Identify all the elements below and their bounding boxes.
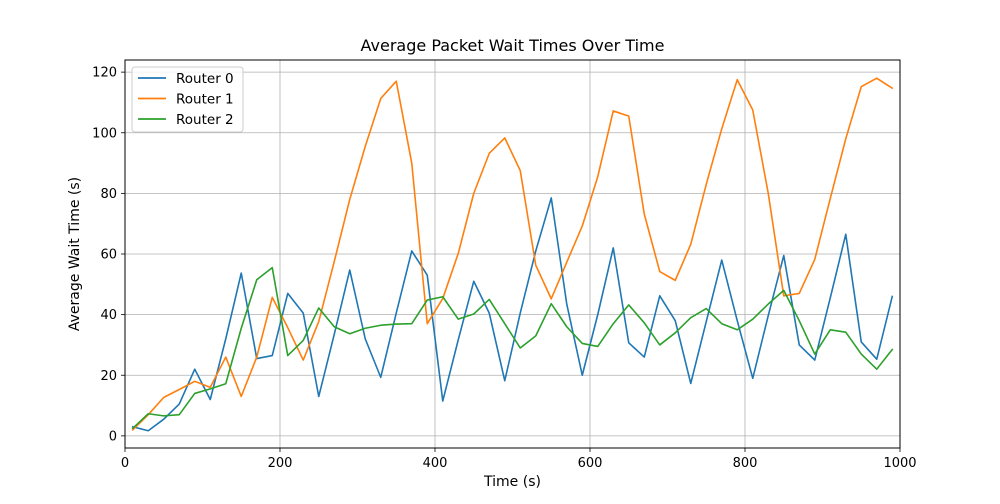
x-tick-label: 600 — [578, 456, 603, 471]
y-tick-label: 60 — [100, 248, 117, 263]
x-axis-label: Time (s) — [483, 474, 541, 490]
y-axis-ticks: 0 20 40 60 80 100 120 — [92, 66, 125, 444]
y-tick-label: 80 — [100, 187, 117, 202]
series-lines — [131, 77, 894, 432]
legend-label: Router 2 — [176, 112, 234, 128]
y-tick-label: 20 — [100, 369, 117, 384]
y-tick-label: 0 — [109, 429, 117, 444]
x-tick-label: 400 — [423, 456, 448, 471]
y-tick-label: 120 — [92, 66, 117, 81]
x-tick-label: 200 — [268, 456, 293, 471]
series-line-router-2 — [131, 266, 894, 430]
y-tick-label: 100 — [92, 126, 117, 141]
series-line-router-0 — [131, 197, 894, 432]
legend: Router 0 Router 1 Router 2 — [131, 66, 244, 133]
x-tick-label: 800 — [733, 456, 758, 471]
series-line-router-1 — [131, 77, 894, 431]
x-tick-label: 1000 — [883, 456, 916, 471]
chart-title: Average Packet Wait Times Over Time — [361, 36, 665, 55]
legend-label: Router 1 — [176, 91, 234, 107]
legend-box — [131, 66, 244, 133]
y-axis-label: Average Wait Time (s) — [67, 177, 83, 331]
x-tick-label: 0 — [121, 456, 129, 471]
y-tick-label: 40 — [100, 308, 117, 323]
legend-entries: Router 0 Router 1 Router 2 — [138, 71, 234, 128]
x-axis-ticks: 0 200 400 600 800 1000 — [121, 448, 917, 471]
legend-label: Router 0 — [176, 71, 234, 87]
